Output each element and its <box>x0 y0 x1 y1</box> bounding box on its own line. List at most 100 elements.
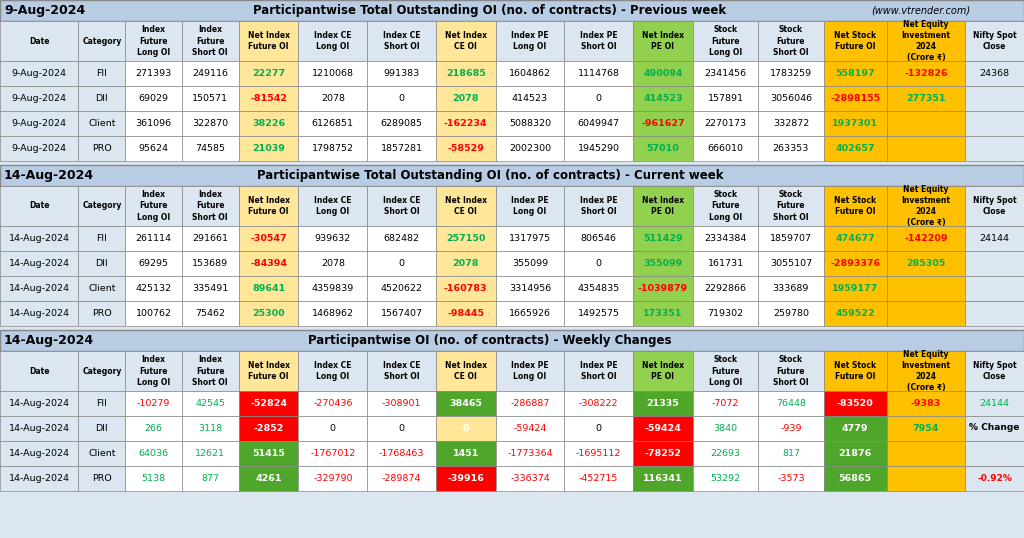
Text: 4779: 4779 <box>842 424 868 433</box>
Bar <box>436 86 496 111</box>
Text: 150571: 150571 <box>193 94 228 103</box>
Text: 0: 0 <box>398 94 404 103</box>
Text: Net Stock
Future OI: Net Stock Future OI <box>835 196 877 216</box>
Text: 459522: 459522 <box>836 309 874 318</box>
Bar <box>633 351 693 391</box>
Bar <box>79 186 125 226</box>
Bar <box>436 416 496 441</box>
Bar <box>966 86 1024 111</box>
Bar <box>182 226 239 251</box>
Text: Net Index
Future OI: Net Index Future OI <box>248 31 290 51</box>
Bar <box>564 301 633 326</box>
Text: -162234: -162234 <box>444 119 487 128</box>
Bar <box>823 276 887 301</box>
Text: 4354835: 4354835 <box>578 284 620 293</box>
Bar <box>125 111 182 136</box>
Bar <box>0 351 79 391</box>
Text: 9-Aug-2024: 9-Aug-2024 <box>11 94 67 103</box>
Bar <box>368 86 436 111</box>
Text: Participantwise OI (no. of contracts) - Weekly Changes: Participantwise OI (no. of contracts) - … <box>308 334 672 347</box>
Text: 2341456: 2341456 <box>705 69 746 78</box>
Text: 271393: 271393 <box>135 69 172 78</box>
Text: Index
Future
Long OI: Index Future Long OI <box>137 25 170 56</box>
Bar <box>79 21 125 61</box>
Bar <box>79 391 125 416</box>
Bar <box>966 111 1024 136</box>
Bar <box>436 111 496 136</box>
Text: 490094: 490094 <box>643 69 683 78</box>
Bar <box>633 301 693 326</box>
Bar <box>239 416 298 441</box>
Text: DII: DII <box>95 94 109 103</box>
Text: 2002300: 2002300 <box>509 144 551 153</box>
Bar <box>564 226 633 251</box>
Text: 14-Aug-2024: 14-Aug-2024 <box>4 169 94 182</box>
Bar <box>564 61 633 86</box>
Bar <box>368 301 436 326</box>
Bar <box>693 416 758 441</box>
Bar <box>368 186 436 226</box>
Bar <box>758 351 823 391</box>
Bar <box>887 186 966 226</box>
Bar <box>887 111 966 136</box>
Bar <box>239 86 298 111</box>
Text: 9-Aug-2024: 9-Aug-2024 <box>11 119 67 128</box>
Text: 0: 0 <box>596 259 602 268</box>
Bar <box>436 21 496 61</box>
Text: Net Index
PE OI: Net Index PE OI <box>642 31 684 51</box>
Bar <box>125 391 182 416</box>
Bar <box>496 441 564 466</box>
Bar <box>693 136 758 161</box>
Text: 21335: 21335 <box>646 399 679 408</box>
Bar <box>564 86 633 111</box>
Bar <box>125 86 182 111</box>
Text: 1317975: 1317975 <box>509 234 551 243</box>
Text: Net Equity
Investment
2024
(Crore ₹): Net Equity Investment 2024 (Crore ₹) <box>901 20 950 62</box>
Bar <box>758 301 823 326</box>
Text: 75462: 75462 <box>196 309 225 318</box>
Bar <box>564 466 633 491</box>
Bar <box>887 226 966 251</box>
Bar <box>887 276 966 301</box>
Bar <box>239 391 298 416</box>
Text: 0: 0 <box>463 424 469 433</box>
Text: 56865: 56865 <box>839 474 871 483</box>
Text: 74585: 74585 <box>196 144 225 153</box>
Bar <box>758 186 823 226</box>
Text: 332872: 332872 <box>773 119 809 128</box>
Text: -52824: -52824 <box>250 399 287 408</box>
Bar <box>0 251 79 276</box>
Text: FII: FII <box>96 69 108 78</box>
Text: -3573: -3573 <box>777 474 805 483</box>
Text: 3118: 3118 <box>199 424 222 433</box>
Bar <box>564 136 633 161</box>
Text: 100762: 100762 <box>135 309 172 318</box>
Bar <box>0 441 79 466</box>
Text: Index CE
Long OI: Index CE Long OI <box>314 31 351 51</box>
Bar <box>79 251 125 276</box>
Bar <box>693 276 758 301</box>
Bar <box>496 351 564 391</box>
Text: 161731: 161731 <box>708 259 743 268</box>
Bar <box>436 391 496 416</box>
Bar <box>966 441 1024 466</box>
Bar <box>298 276 368 301</box>
Text: Stock
Future
Long OI: Stock Future Long OI <box>709 25 742 56</box>
Text: Date: Date <box>29 366 49 376</box>
Bar <box>496 301 564 326</box>
Bar <box>496 186 564 226</box>
Text: 806546: 806546 <box>581 234 616 243</box>
Text: -132826: -132826 <box>904 69 948 78</box>
Text: DII: DII <box>95 259 109 268</box>
Bar <box>182 391 239 416</box>
Text: 1492575: 1492575 <box>578 309 620 318</box>
Text: (www.vtrender.com): (www.vtrender.com) <box>870 5 970 16</box>
Text: -1695112: -1695112 <box>575 449 622 458</box>
Text: 3055107: 3055107 <box>770 259 812 268</box>
Bar <box>182 61 239 86</box>
Bar <box>823 61 887 86</box>
Text: 939632: 939632 <box>314 234 351 243</box>
Text: -270436: -270436 <box>313 399 352 408</box>
Bar <box>298 301 368 326</box>
Text: -59424: -59424 <box>513 424 547 433</box>
